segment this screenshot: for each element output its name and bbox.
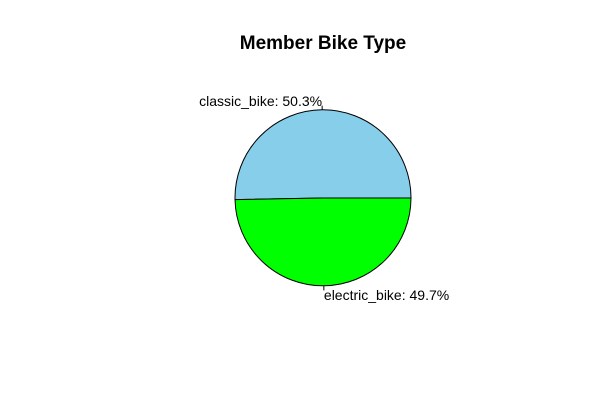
pie-labels: classic_bike: 50.3% electric_bike: 49.7% [199, 93, 449, 303]
pie-slices [234, 109, 412, 287]
pie-label-classic-bike: classic_bike: 50.3% [199, 93, 322, 109]
pie-slice-electric-bike [234, 197, 412, 287]
chart-title: Member Bike Type [240, 33, 406, 54]
pie-label-electric-bike: electric_bike: 49.7% [324, 287, 449, 303]
pie-slice-classic-bike [234, 109, 412, 201]
